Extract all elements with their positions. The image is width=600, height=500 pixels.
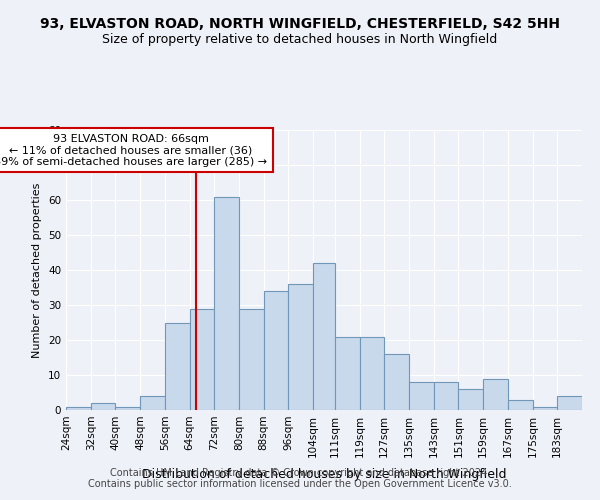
Text: 93 ELVASTON ROAD: 66sqm
← 11% of detached houses are smaller (36)
89% of semi-de: 93 ELVASTON ROAD: 66sqm ← 11% of detache… (0, 134, 268, 166)
Bar (434, 382, 458, 410)
Bar (264, 291, 289, 410)
Bar (115, 406, 140, 410)
Bar (165, 322, 190, 410)
Bar (289, 284, 313, 410)
Bar (557, 396, 582, 410)
Bar (359, 336, 384, 410)
Bar (91, 403, 115, 410)
Bar (313, 263, 335, 410)
Text: 93, ELVASTON ROAD, NORTH WINGFIELD, CHESTERFIELD, S42 5HH: 93, ELVASTON ROAD, NORTH WINGFIELD, CHES… (40, 18, 560, 32)
Bar (508, 400, 533, 410)
Text: Size of property relative to detached houses in North Wingfield: Size of property relative to detached ho… (103, 32, 497, 46)
Bar (533, 406, 557, 410)
Bar (140, 396, 165, 410)
Bar (239, 308, 264, 410)
Bar (190, 308, 214, 410)
Bar (458, 389, 483, 410)
Bar (384, 354, 409, 410)
X-axis label: Distribution of detached houses by size in North Wingfield: Distribution of detached houses by size … (142, 468, 506, 481)
Bar (214, 196, 239, 410)
Bar (335, 336, 359, 410)
Bar (66, 406, 91, 410)
Y-axis label: Number of detached properties: Number of detached properties (32, 182, 43, 358)
Text: Contains public sector information licensed under the Open Government Licence v3: Contains public sector information licen… (88, 479, 512, 489)
Bar (483, 378, 508, 410)
Bar (409, 382, 434, 410)
Text: Contains HM Land Registry data © Crown copyright and database right 2024.: Contains HM Land Registry data © Crown c… (110, 468, 490, 477)
